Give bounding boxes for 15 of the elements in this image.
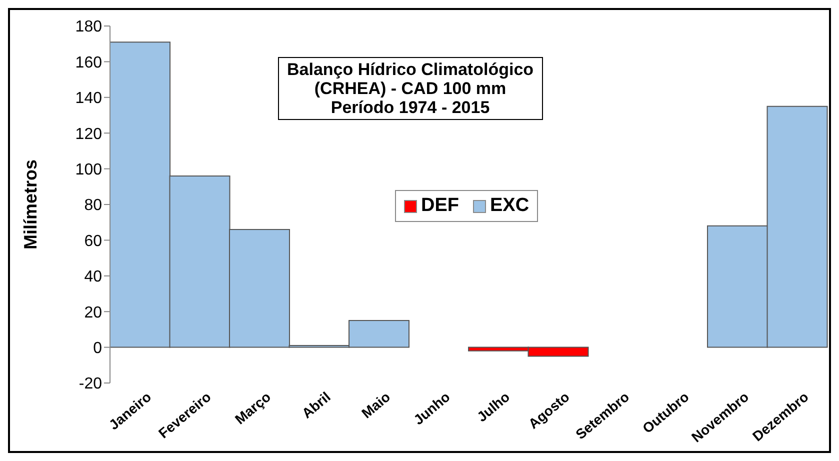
y-tick-label: 140 <box>75 90 102 108</box>
y-axis-title: Milímetros <box>20 159 40 250</box>
y-tick-label: 120 <box>75 126 102 143</box>
y-tick-label: 0 <box>93 340 102 357</box>
legend-label: DEF <box>420 195 459 217</box>
y-tick-label: 100 <box>75 161 102 178</box>
text: Balanço Hídrico Climatológico (CRHEA) - CAD 100 mm Período 1974 - 2015 <box>287 60 534 117</box>
y-tick-label: 180 <box>75 18 102 36</box>
legend-label: EXC <box>489 195 530 217</box>
y-tick-label: 60 <box>84 232 102 250</box>
y-tick-label: 80 <box>84 197 102 214</box>
y-tick-label: 20 <box>84 304 102 322</box>
y-tick-label: 40 <box>84 268 102 286</box>
y-tick-label: -20 <box>78 376 102 393</box>
y-tick-label: 160 <box>75 54 102 72</box>
